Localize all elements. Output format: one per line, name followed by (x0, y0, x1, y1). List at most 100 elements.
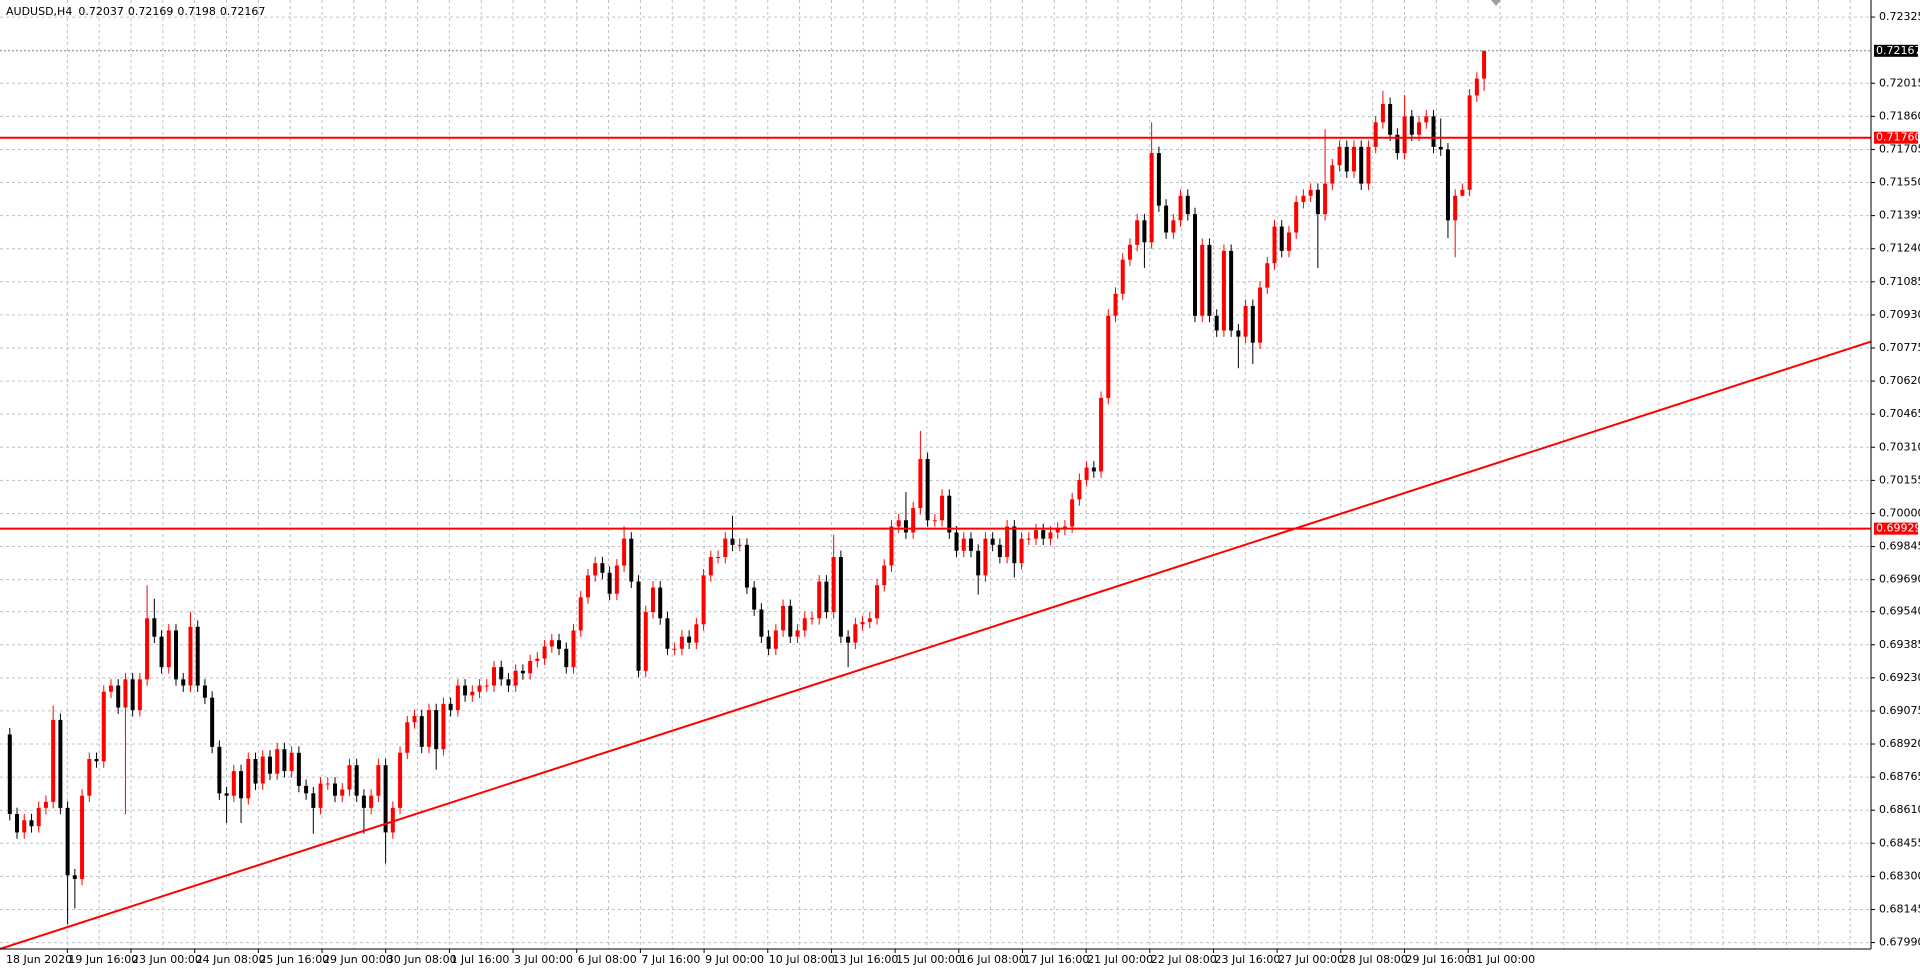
candle-body (1041, 530, 1046, 539)
x-tick-label: 29 Jun 00:00 (323, 953, 393, 966)
candle-body (954, 532, 959, 551)
candle-body (318, 783, 323, 808)
y-tick-label: 0.70155 (1879, 473, 1920, 486)
candle-body (159, 636, 164, 668)
candle-body (116, 685, 121, 708)
candle-body (1417, 122, 1422, 135)
candle-body (1164, 205, 1169, 233)
y-tick-label: 0.68920 (1879, 737, 1920, 750)
candle-body (701, 575, 706, 625)
candle-body (968, 538, 973, 551)
candle-body (853, 624, 858, 643)
chart-header: AUDUSD,H4 0.72037 0.72169 0.7198 0.72167 (6, 5, 265, 18)
candle-body (1308, 189, 1313, 196)
x-tick-label: 21 Jul 00:00 (1087, 953, 1153, 966)
x-tick-label: 25 Jun 16:00 (259, 953, 329, 966)
y-tick-label: 0.67990 (1879, 936, 1920, 949)
candle-body (730, 538, 735, 545)
candle-body (325, 783, 330, 785)
y-tick-label: 0.71705 (1879, 142, 1920, 155)
y-tick-label: 0.69075 (1879, 704, 1920, 717)
candle-body (781, 605, 786, 631)
x-tick-label: 30 Jun 08:00 (387, 953, 457, 966)
candle-body (809, 618, 814, 620)
candle-body (961, 538, 966, 551)
y-tick-label: 0.69540 (1879, 605, 1920, 618)
candle-body (708, 557, 713, 576)
candle-body (1294, 201, 1299, 233)
candle-body (1279, 226, 1284, 251)
candle-body (1084, 467, 1089, 480)
candle-body (448, 703, 453, 711)
candle-body (1258, 287, 1263, 343)
candle-body (1250, 305, 1255, 343)
candle-body (571, 630, 576, 668)
candle-body (1005, 526, 1010, 558)
candle-body (188, 626, 193, 686)
candle-body (51, 719, 56, 802)
candle-body (202, 685, 207, 698)
y-tick-label: 0.72015 (1879, 76, 1920, 89)
candle-body (1344, 146, 1349, 172)
candle-body (137, 679, 142, 711)
y-tick-label: 0.69690 (1879, 573, 1920, 586)
level-label: 0.71760 (1876, 131, 1920, 144)
candle-body (1482, 50, 1487, 79)
candle-body (658, 587, 663, 619)
candle-body (72, 875, 77, 879)
candle-body (390, 807, 395, 833)
candle-body (253, 758, 258, 784)
candle-body (1467, 95, 1472, 190)
candle-body (304, 785, 309, 794)
candle-body (1373, 122, 1378, 147)
candle-body (528, 660, 533, 674)
candle-body (737, 544, 742, 546)
candle-body (275, 749, 280, 774)
x-tick-label: 10 Jul 08:00 (769, 953, 835, 966)
candle-body (593, 563, 598, 576)
candle-body (744, 544, 749, 588)
y-tick-label: 0.70775 (1879, 341, 1920, 354)
y-tick-label: 0.71085 (1879, 275, 1920, 288)
level-label: 0.69929 (1876, 522, 1920, 535)
candle-body (889, 526, 894, 566)
candle-body (1019, 538, 1024, 564)
candle-body (636, 581, 641, 671)
candle-body (1091, 467, 1096, 472)
candle-body (1149, 153, 1154, 243)
y-tick-label: 0.69230 (1879, 671, 1920, 684)
candle-body (990, 538, 995, 545)
candle-body (1221, 250, 1226, 331)
candle-body (1301, 195, 1306, 202)
y-tick-label: 0.68300 (1879, 869, 1920, 882)
x-tick-label: 6 Jul 08:00 (578, 953, 637, 966)
candle-body (1424, 116, 1429, 123)
candle-body (455, 685, 460, 711)
x-tick-label: 29 Jul 16:00 (1405, 953, 1471, 966)
y-tick-label: 0.70930 (1879, 308, 1920, 321)
current-price-box (1874, 44, 1919, 57)
x-tick-label: 23 Jun 00:00 (132, 953, 202, 966)
candle-body (817, 581, 822, 619)
candle-body (1359, 146, 1364, 184)
candle-body (1323, 183, 1328, 215)
candle-body (65, 807, 70, 876)
candle-body (1048, 532, 1053, 539)
candle-body (607, 572, 612, 594)
x-tick-label: 27 Jul 00:00 (1278, 953, 1344, 966)
candle-body (1156, 153, 1161, 206)
candle-body (224, 793, 229, 796)
x-tick-label: 24 Jun 08:00 (196, 953, 266, 966)
candle-body (398, 752, 403, 808)
candle-body (1034, 530, 1039, 539)
candle-body (7, 734, 12, 815)
candle-body (629, 538, 634, 582)
candle-body (246, 758, 251, 799)
header-low: 0.7198 (177, 5, 216, 18)
candle-body (376, 765, 381, 796)
candle-body (679, 636, 684, 649)
x-tick-label: 18 Jun 2020 (6, 953, 72, 966)
candle-body (1286, 232, 1291, 251)
y-tick-label: 0.68145 (1879, 902, 1920, 915)
